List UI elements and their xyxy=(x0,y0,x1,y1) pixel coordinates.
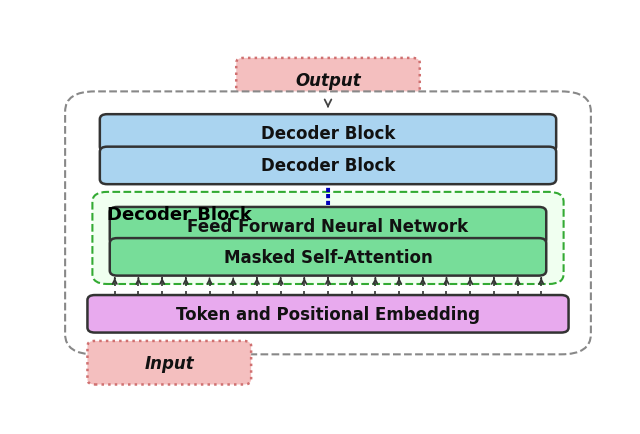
FancyBboxPatch shape xyxy=(88,341,251,385)
Text: Decoder Block: Decoder Block xyxy=(108,205,252,223)
Text: Decoder Block: Decoder Block xyxy=(261,125,395,143)
FancyBboxPatch shape xyxy=(92,192,564,284)
FancyBboxPatch shape xyxy=(110,239,547,276)
FancyBboxPatch shape xyxy=(88,296,568,333)
FancyBboxPatch shape xyxy=(110,207,547,245)
Text: ⋮: ⋮ xyxy=(317,187,339,207)
Text: Feed Forward Neural Network: Feed Forward Neural Network xyxy=(188,217,468,235)
FancyBboxPatch shape xyxy=(65,92,591,355)
FancyBboxPatch shape xyxy=(100,115,556,152)
Text: Token and Positional Embedding: Token and Positional Embedding xyxy=(176,305,480,323)
Text: Input: Input xyxy=(145,354,194,372)
Text: Output: Output xyxy=(295,72,361,89)
FancyBboxPatch shape xyxy=(236,59,420,102)
Text: Decoder Block: Decoder Block xyxy=(261,157,395,175)
FancyBboxPatch shape xyxy=(100,147,556,185)
Text: Masked Self-Attention: Masked Self-Attention xyxy=(223,248,433,266)
